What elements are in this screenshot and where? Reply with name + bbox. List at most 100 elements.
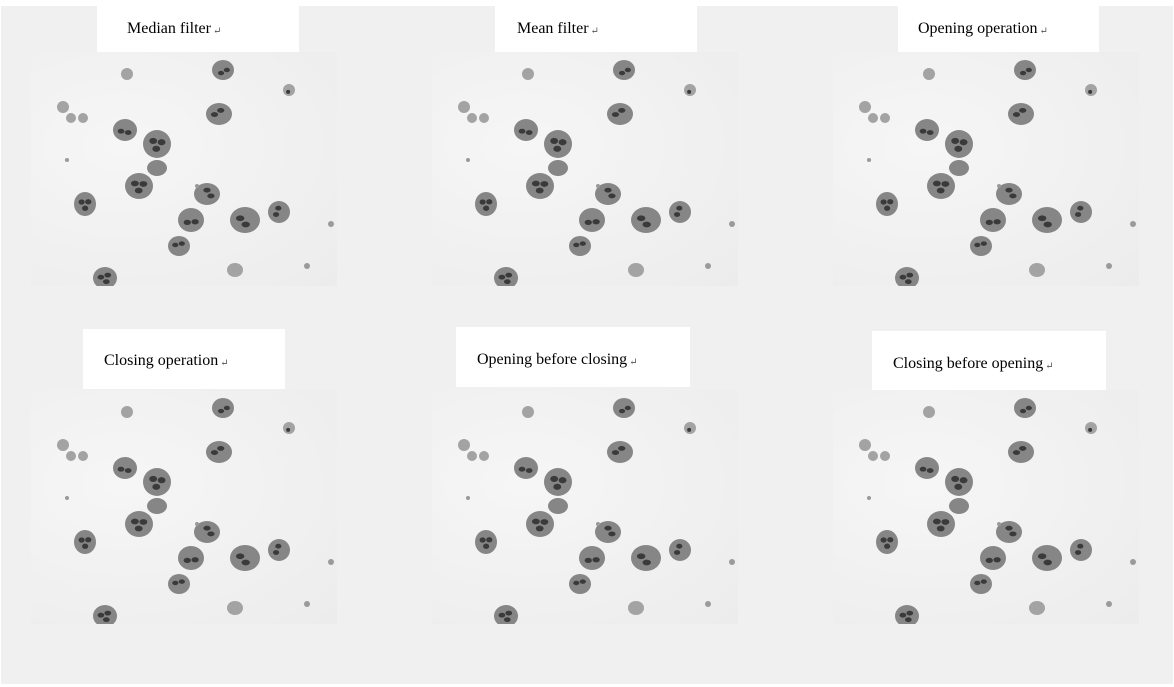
cell-nucleus [505,272,513,278]
cell-nucleus [553,483,562,490]
cell [927,511,955,537]
cell-nucleus [687,89,692,94]
cell [514,119,538,141]
cell [194,183,220,205]
cell-nucleus [553,145,562,152]
cell-nucleus [592,557,600,563]
cell [1070,201,1092,223]
cell [168,574,190,594]
cell-nucleus [941,181,950,187]
cell-nucleus [887,537,894,543]
cell [949,160,969,176]
cell-nucleus [550,475,559,483]
cell [729,559,735,565]
cell-nucleus [82,205,89,211]
cell-nucleus [505,610,513,616]
cell-nucleus [540,519,549,525]
cell [57,439,69,451]
paragraph-mark-icon: ↵ [590,26,599,37]
cell-nucleus [97,612,105,618]
cell [569,574,591,594]
cell-nucleus [618,70,626,76]
cell-nucleus [241,559,250,566]
cell-nucleus [932,518,941,525]
cell [227,263,243,277]
cell-nucleus [1088,427,1093,432]
cell [227,601,243,615]
cell [268,539,290,561]
paragraph-mark-icon: ↵ [212,26,222,37]
cell-nucleus [618,408,626,414]
cell [596,184,600,188]
cell-nucleus [540,181,549,187]
cell [867,158,871,162]
cell [1032,545,1062,571]
image-closing-before-opening [833,390,1139,624]
cell-nucleus [642,559,651,566]
cell-nucleus [217,446,225,451]
cell [980,208,1006,232]
cell-nucleus [926,130,934,135]
cell-nucleus [1074,550,1082,555]
cell [684,84,696,96]
cell [579,208,605,232]
cell-nucleus [687,427,692,432]
cell-nucleus [618,108,626,113]
cell-nucleus [286,427,291,432]
cell [1070,539,1092,561]
cell-nucleus [134,525,143,532]
cell [178,208,204,232]
caption-opening-operation: Opening operation ↵ [898,6,1099,54]
cell-nucleus [157,477,166,484]
cell-nucleus [676,543,683,549]
cell-nucleus [149,475,158,483]
cell-nucleus [880,199,887,205]
cell [949,498,969,514]
cell-nucleus [985,219,993,226]
cell-nucleus [974,580,981,586]
cell [268,201,290,223]
image-median-filter [31,52,337,286]
cell-nucleus [152,145,161,152]
cell-nucleus [1037,215,1047,222]
cell-nucleus [1019,108,1027,113]
cell [74,530,96,554]
cell [596,522,600,526]
cell-nucleus [579,579,586,584]
cell [1014,398,1036,418]
cell [113,457,137,479]
cell [283,84,295,96]
cell-nucleus [899,612,907,618]
micrograph-svg [57,398,334,624]
cell-nucleus [134,187,143,194]
caption-median-filter: Median filter ↵ [97,6,299,54]
cell-nucleus [993,557,1001,563]
cell [996,521,1022,543]
cell [74,192,96,216]
cell [1106,263,1112,269]
cell [631,545,661,571]
cell-nucleus [272,212,280,217]
micrograph-svg [859,60,1136,286]
cell-nucleus [486,537,493,543]
caption-closing-before-opening: Closing before opening ↵ [872,331,1106,391]
cell [859,101,871,113]
cell [125,173,153,199]
cell-nucleus [936,187,945,194]
cell [628,263,644,277]
cell-nucleus [550,137,559,145]
cell [494,267,518,286]
cell-nucleus [584,219,592,226]
cell-nucleus [941,519,950,525]
cell-nucleus [1019,446,1027,451]
cell-nucleus [223,67,230,73]
cell [923,68,935,80]
cell-nucleus [235,215,245,222]
cell [1085,422,1097,434]
cell [121,406,133,418]
cell-nucleus [139,519,148,525]
cell-nucleus [104,272,112,278]
cell-nucleus [535,187,544,194]
cell-nucleus [178,241,185,246]
cell [475,192,497,216]
